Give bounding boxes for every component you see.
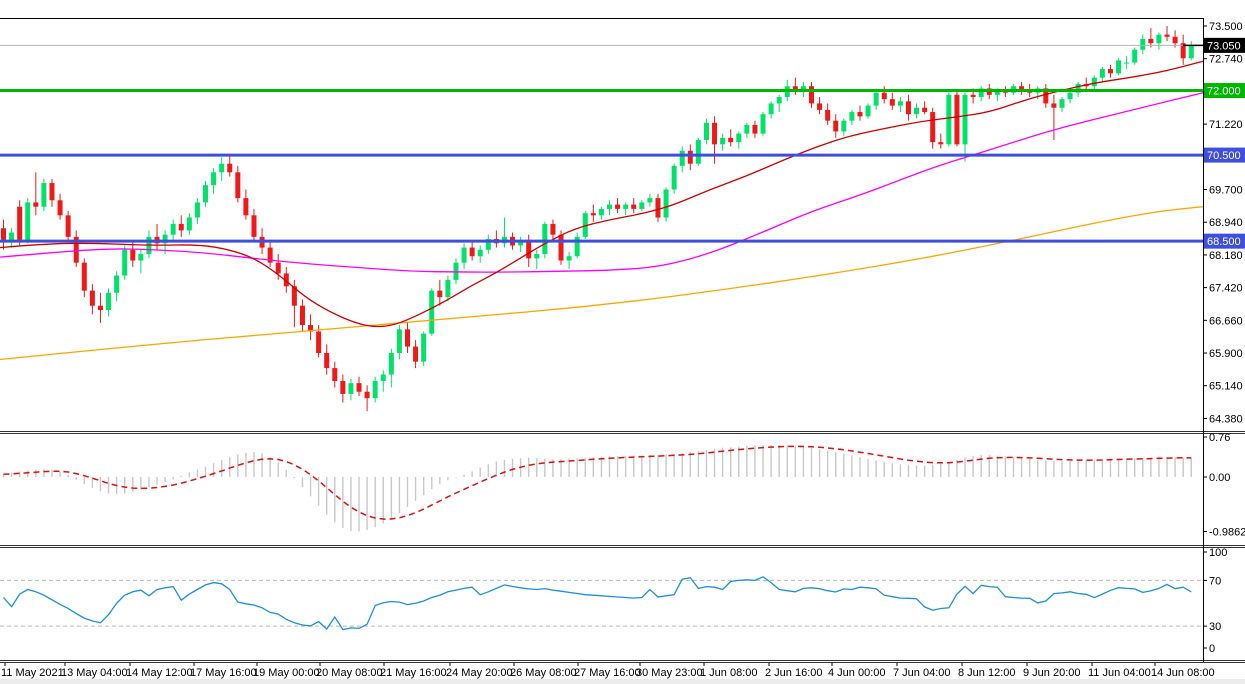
svg-text:68.940: 68.940 — [1209, 217, 1243, 229]
price-axis: 73.500 72.740 71.220 69.700 68.940 68.180 67.4… — [1203, 21, 1243, 425]
svg-text:0.76: 0.76 — [1209, 432, 1230, 444]
svg-text:66.660: 66.660 — [1209, 315, 1243, 327]
svg-text:0: 0 — [1209, 643, 1215, 655]
ma-slow-orange — [0, 206, 1204, 361]
svg-text:72.740: 72.740 — [1209, 54, 1243, 66]
svg-text:67.420: 67.420 — [1209, 283, 1243, 295]
rsi-level-lines — [0, 579, 1203, 627]
svg-text:9 Jun 20:00: 9 Jun 20:00 — [1023, 667, 1081, 679]
svg-text:70: 70 — [1209, 575, 1221, 587]
svg-text:2 Jun 16:00: 2 Jun 16:00 — [765, 667, 823, 679]
svg-text:27 May 16:00: 27 May 16:00 — [574, 667, 641, 679]
svg-text:73.050: 73.050 — [1207, 40, 1241, 52]
svg-text:26 May 08:00: 26 May 08:00 — [510, 667, 577, 679]
rsi-axis: 100 70 30 0 — [1203, 547, 1227, 655]
svg-text:69.700: 69.700 — [1209, 185, 1243, 197]
svg-text:30: 30 — [1209, 621, 1221, 633]
ma-fast-red — [0, 60, 1204, 328]
svg-text:21 May 16:00: 21 May 16:00 — [380, 667, 447, 679]
svg-text:100: 100 — [1209, 547, 1227, 559]
price-hlines — [0, 89, 1203, 243]
svg-text:13 May 04:00: 13 May 04:00 — [61, 667, 128, 679]
svg-text:11 May 2021: 11 May 2021 — [1, 667, 64, 679]
svg-text:-0.9862: -0.9862 — [1209, 527, 1245, 539]
rsi-line — [3, 576, 1192, 631]
svg-text:0.00: 0.00 — [1209, 472, 1230, 484]
svg-text:8 Jun 12:00: 8 Jun 12:00 — [958, 667, 1016, 679]
svg-text:17 May 16:00: 17 May 16:00 — [190, 667, 257, 679]
svg-text:7 Jun 04:00: 7 Jun 04:00 — [893, 667, 951, 679]
svg-text:4 Jun 00:00: 4 Jun 00:00 — [828, 667, 886, 679]
svg-text:30 May 23:00: 30 May 23:00 — [636, 667, 703, 679]
macd-histogram — [2, 444, 1192, 532]
svg-text:14 Jun 08:00: 14 Jun 08:00 — [1151, 667, 1215, 679]
svg-text:64.380: 64.380 — [1209, 413, 1243, 425]
svg-text:65.140: 65.140 — [1209, 381, 1243, 393]
svg-text:72.000: 72.000 — [1207, 86, 1241, 98]
svg-text:11 Jun 04:00: 11 Jun 04:00 — [1088, 667, 1151, 679]
svg-text:71.220: 71.220 — [1209, 119, 1243, 131]
price-badges: 73.050 72.000 70.500 68.500 — [1204, 37, 1245, 249]
svg-text:73.500: 73.500 — [1209, 21, 1243, 33]
macd-axis: 0.76 0.00 -0.9862 — [1203, 432, 1245, 539]
svg-text:1 Jun 08:00: 1 Jun 08:00 — [700, 667, 758, 679]
panel-separators — [0, 18, 1245, 684]
svg-text:19 May 00:00: 19 May 00:00 — [253, 667, 320, 679]
svg-text:68.180: 68.180 — [1209, 250, 1243, 262]
svg-text:24 May 20:00: 24 May 20:00 — [446, 667, 513, 679]
macd-signal-line — [3, 445, 1192, 520]
svg-text:68.500: 68.500 — [1207, 236, 1241, 248]
svg-text:70.500: 70.500 — [1207, 150, 1241, 162]
svg-text:14 May 12:00: 14 May 12:00 — [126, 667, 193, 679]
svg-text:65.900: 65.900 — [1209, 348, 1243, 360]
svg-text:20 May 08:00: 20 May 08:00 — [316, 667, 383, 679]
